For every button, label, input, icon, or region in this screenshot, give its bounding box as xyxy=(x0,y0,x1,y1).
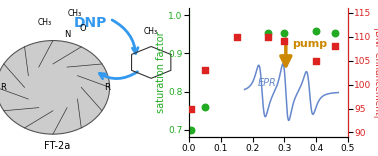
Point xyxy=(281,31,287,34)
X-axis label: τc (ns): τc (ns) xyxy=(251,155,286,156)
Text: DNP: DNP xyxy=(74,16,107,30)
Text: R: R xyxy=(104,83,110,93)
Y-axis label: |DNP enhancement|: |DNP enhancement| xyxy=(373,27,378,118)
Point xyxy=(332,45,338,47)
Text: CH₃: CH₃ xyxy=(68,9,82,18)
Point xyxy=(187,128,194,131)
Text: CH₃: CH₃ xyxy=(38,18,52,27)
Point xyxy=(313,29,319,32)
Point xyxy=(281,40,287,43)
Text: EPR: EPR xyxy=(257,78,276,88)
Point xyxy=(265,31,271,34)
Text: pump: pump xyxy=(292,39,327,49)
Point xyxy=(313,59,319,62)
Point xyxy=(187,107,194,110)
Point xyxy=(202,69,208,71)
Text: O: O xyxy=(79,24,86,33)
Text: FT-2a: FT-2a xyxy=(43,141,70,151)
Y-axis label: saturation factor: saturation factor xyxy=(156,32,166,113)
Point xyxy=(202,106,208,108)
Point xyxy=(265,35,271,38)
Text: CH₃: CH₃ xyxy=(144,27,158,36)
Point xyxy=(234,35,240,38)
Text: R: R xyxy=(0,83,6,93)
Circle shape xyxy=(0,41,110,134)
Text: N: N xyxy=(64,30,71,39)
Point xyxy=(332,31,338,34)
